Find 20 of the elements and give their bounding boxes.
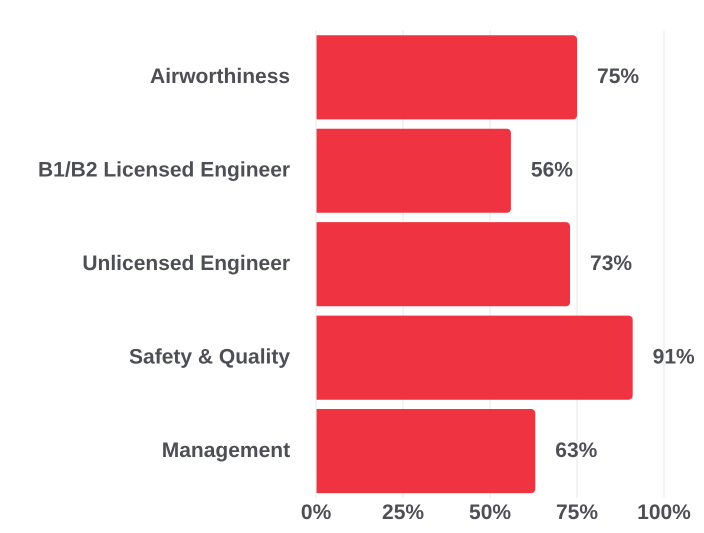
y-tick-label: Unlicensed Engineer: [82, 252, 290, 275]
x-tick-label: 50%: [469, 501, 512, 524]
x-tick-label: 75%: [556, 501, 598, 524]
data-label: 73%: [590, 252, 632, 275]
bar: [316, 222, 570, 306]
data-label: 63%: [555, 438, 598, 462]
x-tick-label: 100%: [637, 501, 692, 524]
y-tick-label: B1/B2 Licensed Engineer: [38, 158, 290, 182]
y-tick-label: Management: [162, 438, 290, 462]
bar: [316, 316, 633, 400]
bar: [316, 409, 536, 494]
x-tick-label: 25%: [382, 501, 424, 524]
bar: [316, 128, 511, 213]
x-tick-label: 0%: [300, 501, 332, 524]
data-label: 75%: [597, 65, 640, 88]
data-label: 56%: [530, 158, 574, 182]
data-label: 91%: [652, 345, 696, 368]
bar: [316, 35, 578, 120]
y-tick-label: Safety & Quality: [129, 345, 290, 368]
y-tick-label: Airworthiness: [150, 65, 290, 88]
